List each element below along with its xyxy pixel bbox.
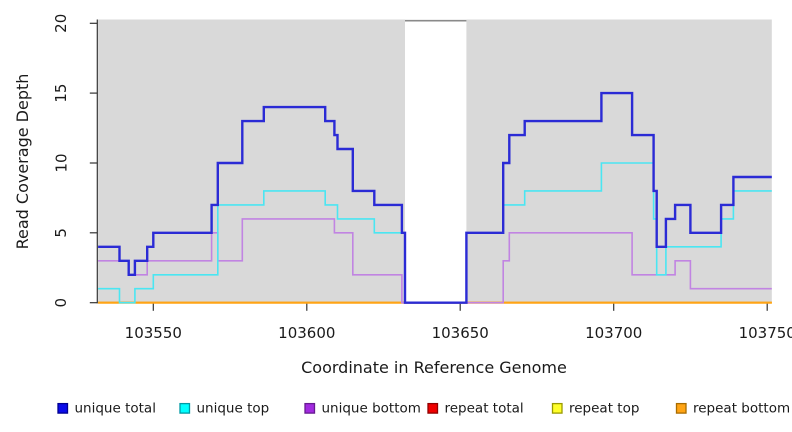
legend-label: unique total bbox=[75, 401, 156, 417]
x-tick-label: 103600 bbox=[278, 324, 335, 342]
legend-swatch bbox=[57, 402, 69, 414]
x-axis-title: Coordinate in Reference Genome bbox=[301, 358, 567, 377]
legend-swatch bbox=[675, 402, 687, 414]
legend-swatch bbox=[551, 402, 563, 414]
series-unique-bottom-line bbox=[98, 218, 772, 304]
legend-item: repeat top bbox=[551, 401, 639, 417]
legend-item: unique bottom bbox=[304, 401, 421, 417]
axes-layer: 0 5 10 15 20 103550 103600 103650 103700 103750 bbox=[52, 14, 792, 342]
y-tick-label: 15 bbox=[52, 84, 70, 103]
legend-swatch bbox=[304, 402, 316, 414]
legend-label: repeat top bbox=[569, 401, 639, 417]
legend-item: unique top bbox=[179, 401, 270, 417]
legend-item: repeat bottom bbox=[675, 401, 790, 417]
y-axis-title: Read Coverage Depth bbox=[13, 74, 32, 250]
legend-swatch bbox=[179, 402, 191, 414]
y-tick-label: 0 bbox=[52, 298, 70, 308]
y-tick-label: 5 bbox=[52, 228, 70, 238]
series-layer bbox=[98, 91, 772, 304]
legend-swatch bbox=[427, 402, 439, 414]
legend: unique total unique top unique bottom repea… bbox=[57, 401, 790, 417]
legend-item: unique total bbox=[57, 401, 156, 417]
legend-label: repeat bottom bbox=[693, 401, 790, 417]
y-tick-label: 10 bbox=[52, 153, 70, 172]
legend-label: unique bottom bbox=[322, 401, 421, 417]
x-tick-label: 103700 bbox=[585, 324, 642, 342]
x-tick-label: 103650 bbox=[432, 324, 489, 342]
legend-item: repeat total bbox=[427, 401, 524, 417]
x-tick-label: 103750 bbox=[739, 324, 792, 342]
panel-region bbox=[466, 19, 772, 304]
series-unique-total-line bbox=[98, 91, 772, 304]
legend-label: unique top bbox=[197, 401, 270, 417]
x-tick-label: 103550 bbox=[125, 324, 182, 342]
legend-label: repeat total bbox=[445, 401, 524, 417]
y-tick-label: 20 bbox=[52, 14, 70, 33]
